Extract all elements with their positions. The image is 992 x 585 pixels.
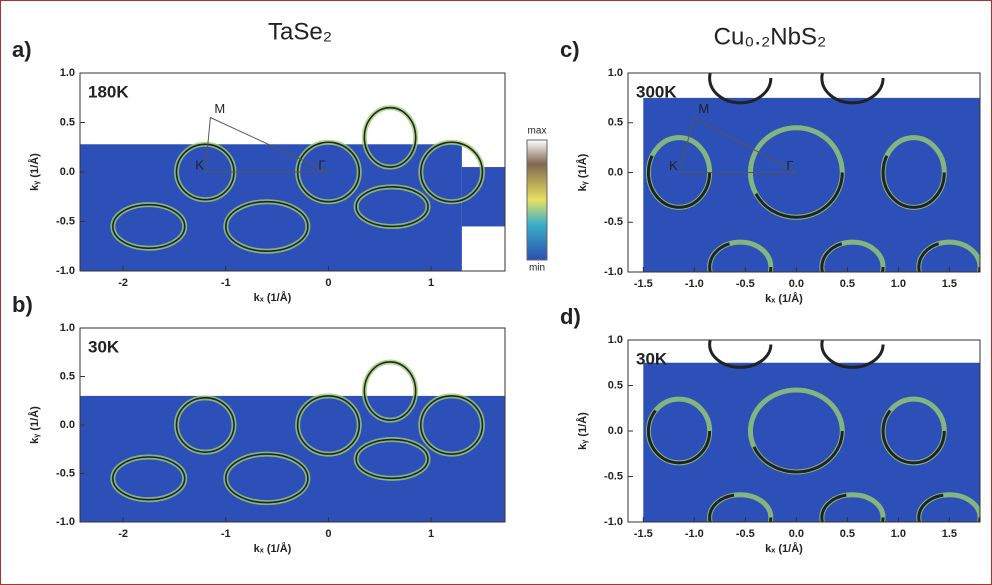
y-tick-label: 0.5: [608, 117, 623, 129]
y-tick-label: -1.0: [604, 516, 623, 528]
x-tick-label: -2: [118, 528, 128, 540]
x-tick-label: -1.5: [634, 528, 653, 540]
x-tick-label: 1.0: [891, 528, 906, 540]
x-tick-label: -1: [221, 277, 231, 289]
y-tick-label: 0.0: [60, 166, 75, 178]
symmetry-point: K: [669, 158, 678, 173]
y-tick-label: 1.0: [608, 67, 623, 79]
y-tick-label: -0.5: [56, 467, 75, 479]
symmetry-point: K: [195, 157, 204, 172]
temperature-label: 300K: [636, 82, 677, 101]
x-tick-label: -1.0: [685, 528, 704, 540]
x-tick-label: -1.5: [634, 278, 653, 290]
x-tick-label: 0.0: [789, 528, 804, 540]
y-tick-label: 1.0: [608, 334, 623, 346]
temperature-label: 180K: [88, 82, 129, 101]
y-tick-label: 0.0: [608, 166, 623, 178]
x-tick-label: -2: [118, 277, 128, 289]
temperature-label: 30K: [636, 349, 668, 368]
x-tick-label: 1: [428, 277, 434, 289]
panel-label: a): [12, 37, 32, 62]
x-axis-label: kₓ (1/Å): [765, 292, 803, 305]
colorbar: [527, 140, 547, 260]
y-axis-label: kᵧ (1/Å): [28, 406, 41, 444]
y-tick-label: -0.5: [56, 215, 75, 227]
symmetry-point: Γ: [318, 157, 325, 172]
symmetry-point: M: [214, 101, 225, 116]
x-tick-label: 0.5: [840, 278, 855, 290]
x-axis-label: kₓ (1/Å): [254, 542, 292, 555]
y-axis-label: kᵧ (1/Å): [576, 412, 589, 450]
y-axis-label: kᵧ (1/Å): [28, 153, 41, 191]
y-axis-label: kᵧ (1/Å): [576, 153, 589, 191]
y-tick-label: 1.0: [60, 67, 75, 79]
figure: TaSe₂ Cu₀.₂NbS₂ -2 -1 0 1 -1.0 -0.5 0.0 0.5 1.0 k…: [0, 0, 992, 585]
x-tick-label: 0.0: [789, 278, 804, 290]
colorbar-label: max: [528, 126, 547, 137]
temperature-label: 30K: [88, 337, 120, 356]
x-tick-label: -1: [221, 528, 231, 540]
panel-label: c): [560, 37, 580, 62]
title-right: Cu₀.₂NbS₂: [714, 23, 827, 50]
panel-label: b): [12, 292, 33, 317]
y-tick-label: 0.0: [608, 425, 623, 437]
x-tick-label: -1.0: [685, 278, 704, 290]
x-axis-label: kₓ (1/Å): [254, 291, 292, 304]
x-axis-label: kₓ (1/Å): [765, 542, 803, 555]
colorbar-label: min: [529, 263, 545, 274]
y-tick-label: 0.5: [60, 370, 75, 382]
y-tick-label: -1.0: [56, 265, 75, 277]
y-tick-label: 0.5: [60, 116, 75, 128]
x-tick-label: 0.5: [840, 528, 855, 540]
x-tick-label: 0: [325, 277, 331, 289]
symmetry-point: Γ: [786, 158, 793, 173]
y-tick-label: -0.5: [604, 216, 623, 228]
x-tick-label: 1.5: [942, 528, 957, 540]
y-tick-label: -1.0: [604, 266, 623, 278]
panel-label: d): [560, 304, 581, 329]
symmetry-point: M: [698, 101, 709, 116]
x-tick-label: -0.5: [736, 528, 755, 540]
y-tick-label: 1.0: [60, 322, 75, 334]
x-tick-label: 1.5: [942, 278, 957, 290]
y-tick-label: -1.0: [56, 516, 75, 528]
x-tick-label: 1: [428, 528, 434, 540]
title-left: TaSe₂: [268, 18, 332, 45]
x-tick-label: 0: [325, 528, 331, 540]
y-tick-label: -0.5: [604, 470, 623, 482]
y-tick-label: 0.0: [60, 419, 75, 431]
y-tick-label: 0.5: [608, 379, 623, 391]
x-tick-label: -0.5: [736, 278, 755, 290]
x-tick-label: 1.0: [891, 278, 906, 290]
